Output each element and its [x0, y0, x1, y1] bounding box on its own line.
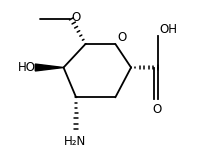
Polygon shape — [35, 64, 64, 71]
Text: O: O — [152, 103, 162, 116]
Text: OH: OH — [159, 23, 177, 36]
Text: O: O — [117, 31, 126, 44]
Text: H₂N: H₂N — [63, 135, 86, 148]
Text: O: O — [71, 11, 81, 24]
Text: HO: HO — [18, 61, 36, 74]
